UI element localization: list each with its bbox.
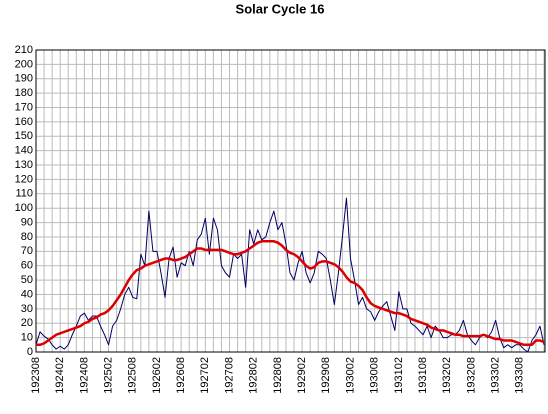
y-tick-label: 120 [15,173,33,185]
x-tick-label: 192802 [248,357,260,394]
series-line [35,197,545,353]
y-tick-label: 170 [15,101,33,113]
chart-title: Solar Cycle 16 [236,1,325,16]
y-tick-label: 150 [15,130,33,142]
x-tick-label: 192902 [296,357,308,394]
y-tick-label: 70 [21,245,33,257]
y-tick-label: 40 [21,288,33,300]
y-tick-label: 10 [21,332,33,344]
x-tick-label: 193202 [441,357,453,394]
x-tick-label: 192602 [151,357,163,394]
x-tick-label: 192808 [272,357,284,394]
plot-area [36,50,545,352]
x-tick-label: 192708 [223,357,235,394]
x-tick-label: 193308 [514,357,526,394]
y-tick-label: 140 [15,145,33,157]
x-tick-label: 193002 [344,357,356,394]
y-tick-label: 210 [15,44,33,56]
y-tick-label: 100 [15,202,33,214]
x-tick-label: 193008 [369,357,381,394]
y-tick-label: 20 [21,317,33,329]
y-tick-label: 200 [15,58,33,70]
y-tick-label: 180 [15,87,33,99]
y-tick-label: 90 [21,216,33,228]
y-tick-label: 130 [15,159,33,171]
x-tick-label: 193302 [490,357,502,394]
x-tick-label: 192702 [199,357,211,394]
x-tick-label: 192508 [127,357,139,394]
y-tick-label: 50 [21,274,33,286]
y-tick-label: 60 [21,260,33,272]
x-tick-label: 192908 [320,357,332,394]
y-tick-label: 160 [15,116,33,128]
x-tick-label: 192308 [30,357,42,394]
x-tick-label: 192408 [78,357,90,394]
x-tick-label: 193208 [465,357,477,394]
x-tick-label: 193108 [417,357,429,394]
x-tick-label: 192608 [175,357,187,394]
y-tick-label: 110 [15,188,33,200]
x-tick-label: 193102 [393,357,405,394]
y-tick-label: 80 [21,231,33,243]
x-tick-label: 192402 [54,357,66,394]
series-line [36,240,545,347]
x-tick-label: 192502 [102,357,114,394]
y-tick-label: 30 [21,303,33,315]
plot-border [35,49,546,353]
y-tick-label: 190 [15,73,33,85]
y-tick-label: 0 [27,346,33,358]
